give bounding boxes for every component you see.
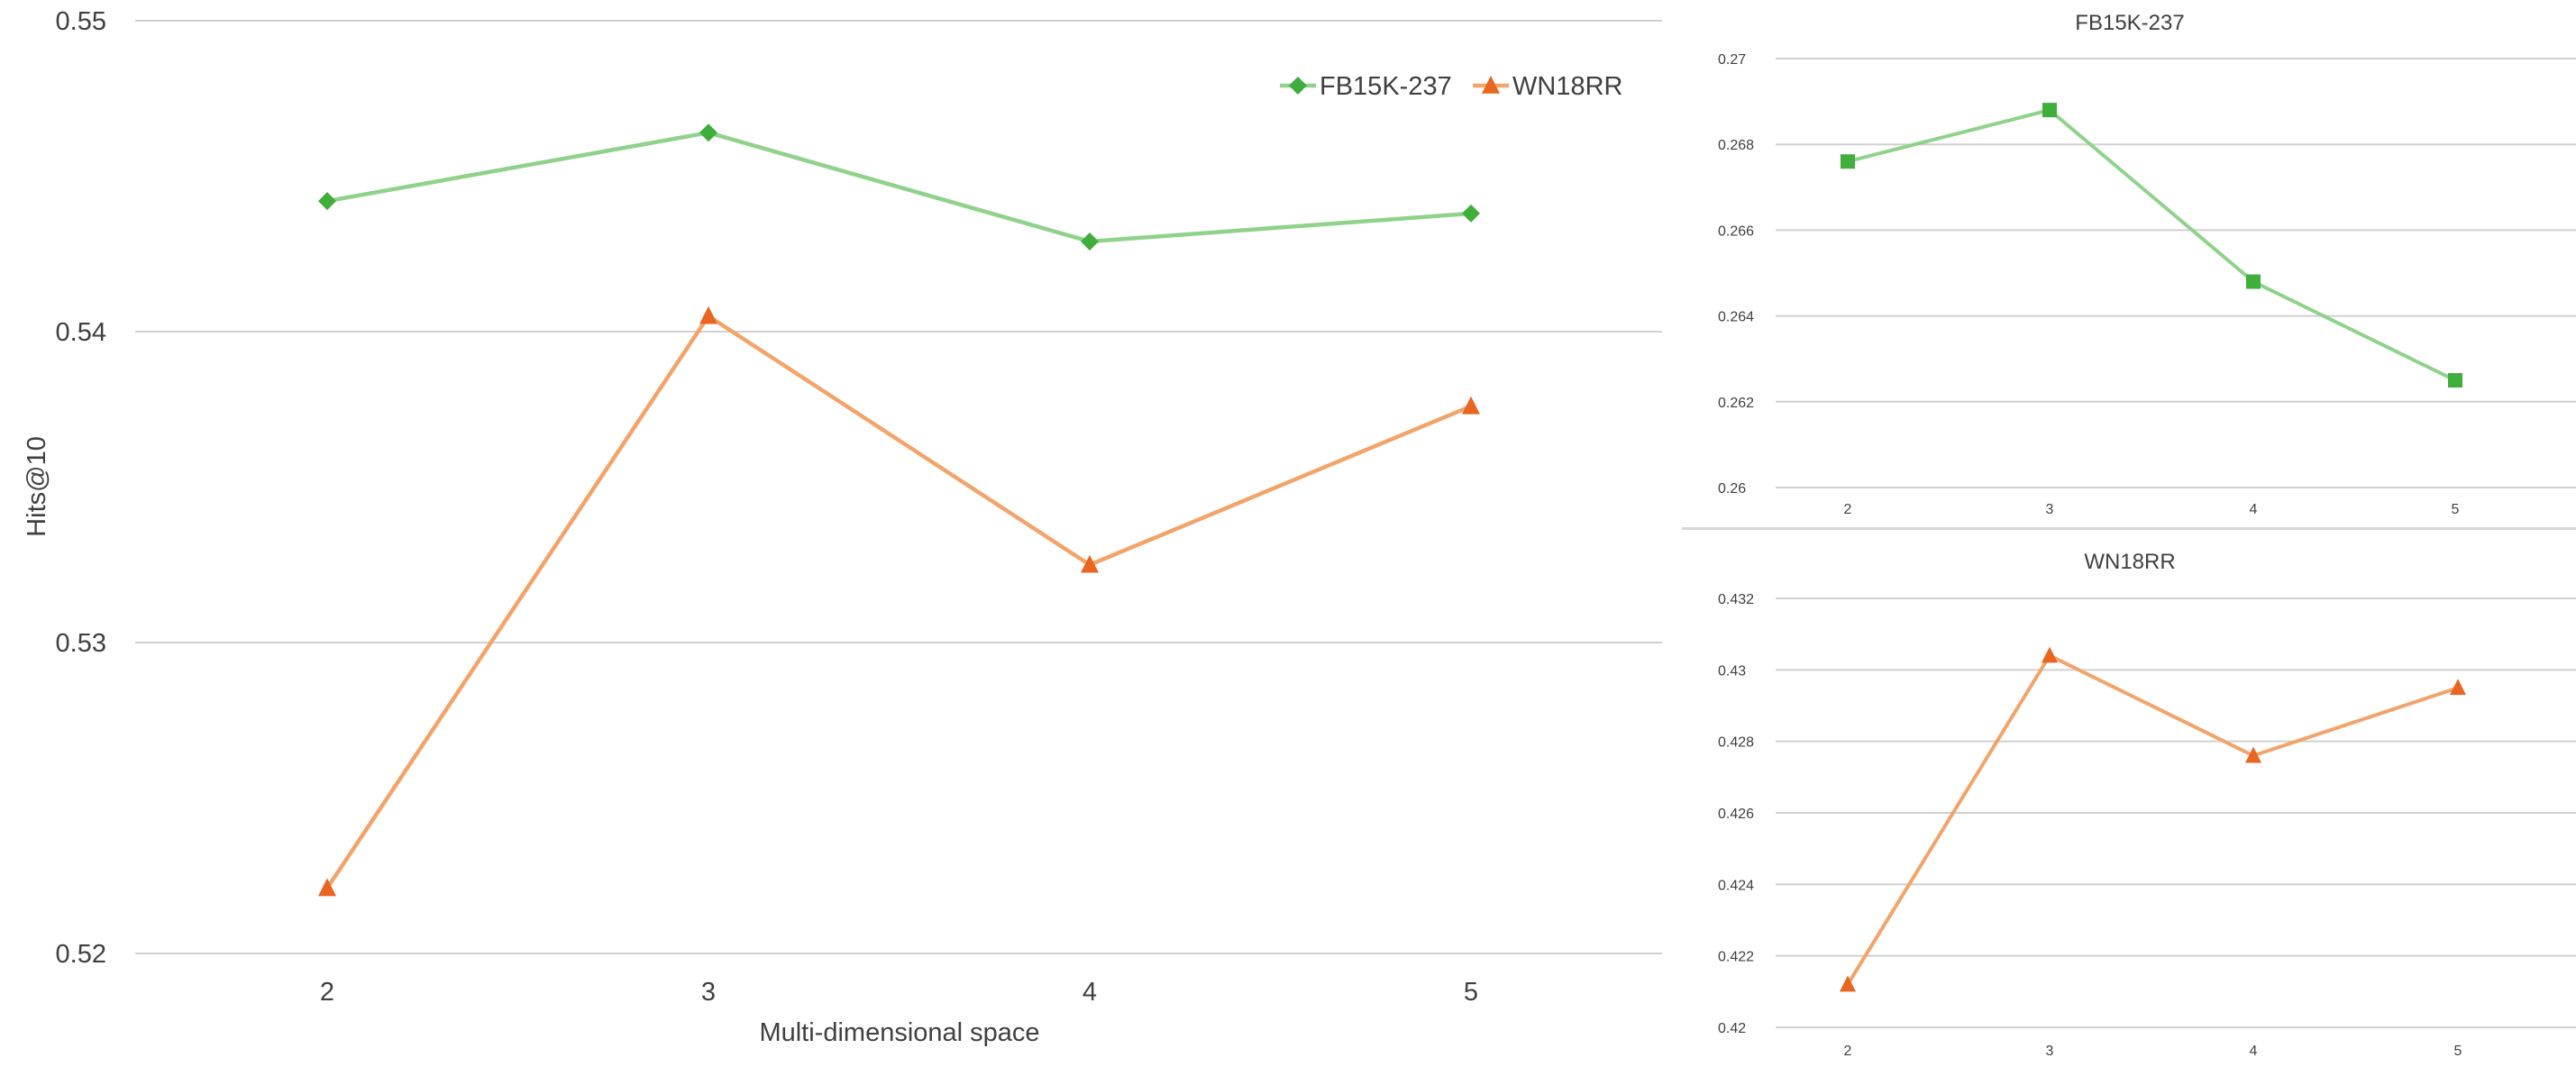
y-tick-label: 0.26 (1718, 481, 1746, 497)
legend-wn18rr-marker (1482, 76, 1500, 94)
main-line-chart: 0.52 0.53 0.54 0.55 2 3 4 5 Multi-dimensional sp… (23, 7, 1662, 1047)
data-point-fb15k-237 (2448, 373, 2462, 388)
y-tick-label: 0.422 (1718, 950, 1754, 965)
series-line-fb15k-237 (1847, 108, 2456, 382)
fb15k-line-chart: 0.26 0.262 0.264 0.266 0.268 0.27 2 3 4 5 FB15K-23… (1718, 11, 2576, 517)
x-tick-label: 2 (320, 978, 334, 1007)
y-tick-label: 0.264 (1718, 310, 1754, 325)
data-point-fb15k-237 (699, 123, 717, 142)
x-tick-label: 4 (1082, 978, 1097, 1007)
panel-divider-horizontal (1682, 527, 2576, 532)
x-tick-label: 4 (2250, 502, 2258, 517)
y-tick-label: 0.428 (1718, 735, 1754, 751)
y-tick-label: 0.424 (1718, 878, 1754, 893)
y-tick-label: 0.52 (56, 940, 106, 969)
x-tick-label: 2 (1844, 1044, 1852, 1059)
wn18rr-chart-panel: 0.42 0.422 0.424 0.426 0.428 0.43 0.432 2 3 4 5 WN1… (1682, 530, 2576, 1067)
data-point-wn18rr (1462, 396, 1480, 415)
y-tick-label: 0.27 (1718, 52, 1746, 68)
data-point-fb15k-237 (2246, 274, 2261, 289)
main-chart-panel: 0.52 0.53 0.54 0.55 2 3 4 5 Multi-dimensional sp… (23, 7, 1662, 1047)
y-tick-label: 0.268 (1718, 138, 1754, 153)
data-point-wn18rr (2245, 746, 2261, 763)
data-point-fb15k-237 (318, 192, 336, 211)
legend-fb15k-237-label: FB15K-237 (1320, 72, 1452, 101)
data-point-wn18rr (1081, 554, 1099, 573)
data-point-wn18rr (2450, 679, 2466, 696)
x-tick-label: 2 (1844, 502, 1852, 517)
y-tick-label: 0.432 (1718, 592, 1754, 607)
legend-fb15k-237-marker (1289, 77, 1307, 95)
y-tick-label: 0.55 (56, 7, 106, 36)
data-point-wn18rr (699, 306, 717, 324)
fb15k-chart-panel: 0.26 0.262 0.264 0.266 0.268 0.27 2 3 4 5 FB15K-23… (1682, 0, 2576, 530)
x-tick-label: 3 (701, 978, 716, 1007)
y-axis-label: Hits@10 (23, 436, 51, 537)
y-tick-label: 0.266 (1718, 223, 1754, 239)
y-tick-label: 0.42 (1718, 1021, 1746, 1036)
data-point-fb15k-237 (2042, 103, 2057, 118)
x-tick-label: 5 (2454, 1044, 2462, 1059)
legend-wn18rr-label: WN18RR (1512, 72, 1622, 101)
data-point-wn18rr (2042, 646, 2058, 663)
series-line-wn18rr (1846, 653, 2459, 986)
y-tick-label: 0.53 (56, 629, 106, 658)
data-point-fb15k-237 (1081, 232, 1099, 251)
wn18rr-line-chart: 0.42 0.422 0.424 0.426 0.428 0.43 0.432 2 3 4 5 WN1… (1718, 550, 2576, 1059)
x-axis-label: Multi-dimensional space (759, 1018, 1039, 1047)
data-point-fb15k-237 (1841, 154, 1855, 169)
data-point-wn18rr (318, 878, 336, 897)
series-line-wn18rr (325, 314, 1472, 889)
y-tick-label: 0.54 (56, 318, 106, 347)
y-tick-label: 0.426 (1718, 807, 1754, 822)
x-tick-label: 5 (2452, 502, 2460, 517)
x-tick-label: 5 (1464, 978, 1478, 1007)
x-tick-label: 3 (2046, 502, 2054, 517)
chart-title: FB15K-237 (2075, 11, 2184, 35)
data-point-wn18rr (1840, 975, 1856, 992)
x-tick-label: 3 (2046, 1044, 2054, 1059)
y-tick-label: 0.43 (1718, 663, 1746, 679)
y-tick-label: 0.262 (1718, 396, 1754, 411)
data-point-fb15k-237 (1462, 204, 1480, 223)
chart-title: WN18RR (2084, 550, 2175, 574)
series-line-fb15k-237 (326, 130, 1472, 244)
x-tick-label: 4 (2250, 1044, 2258, 1059)
